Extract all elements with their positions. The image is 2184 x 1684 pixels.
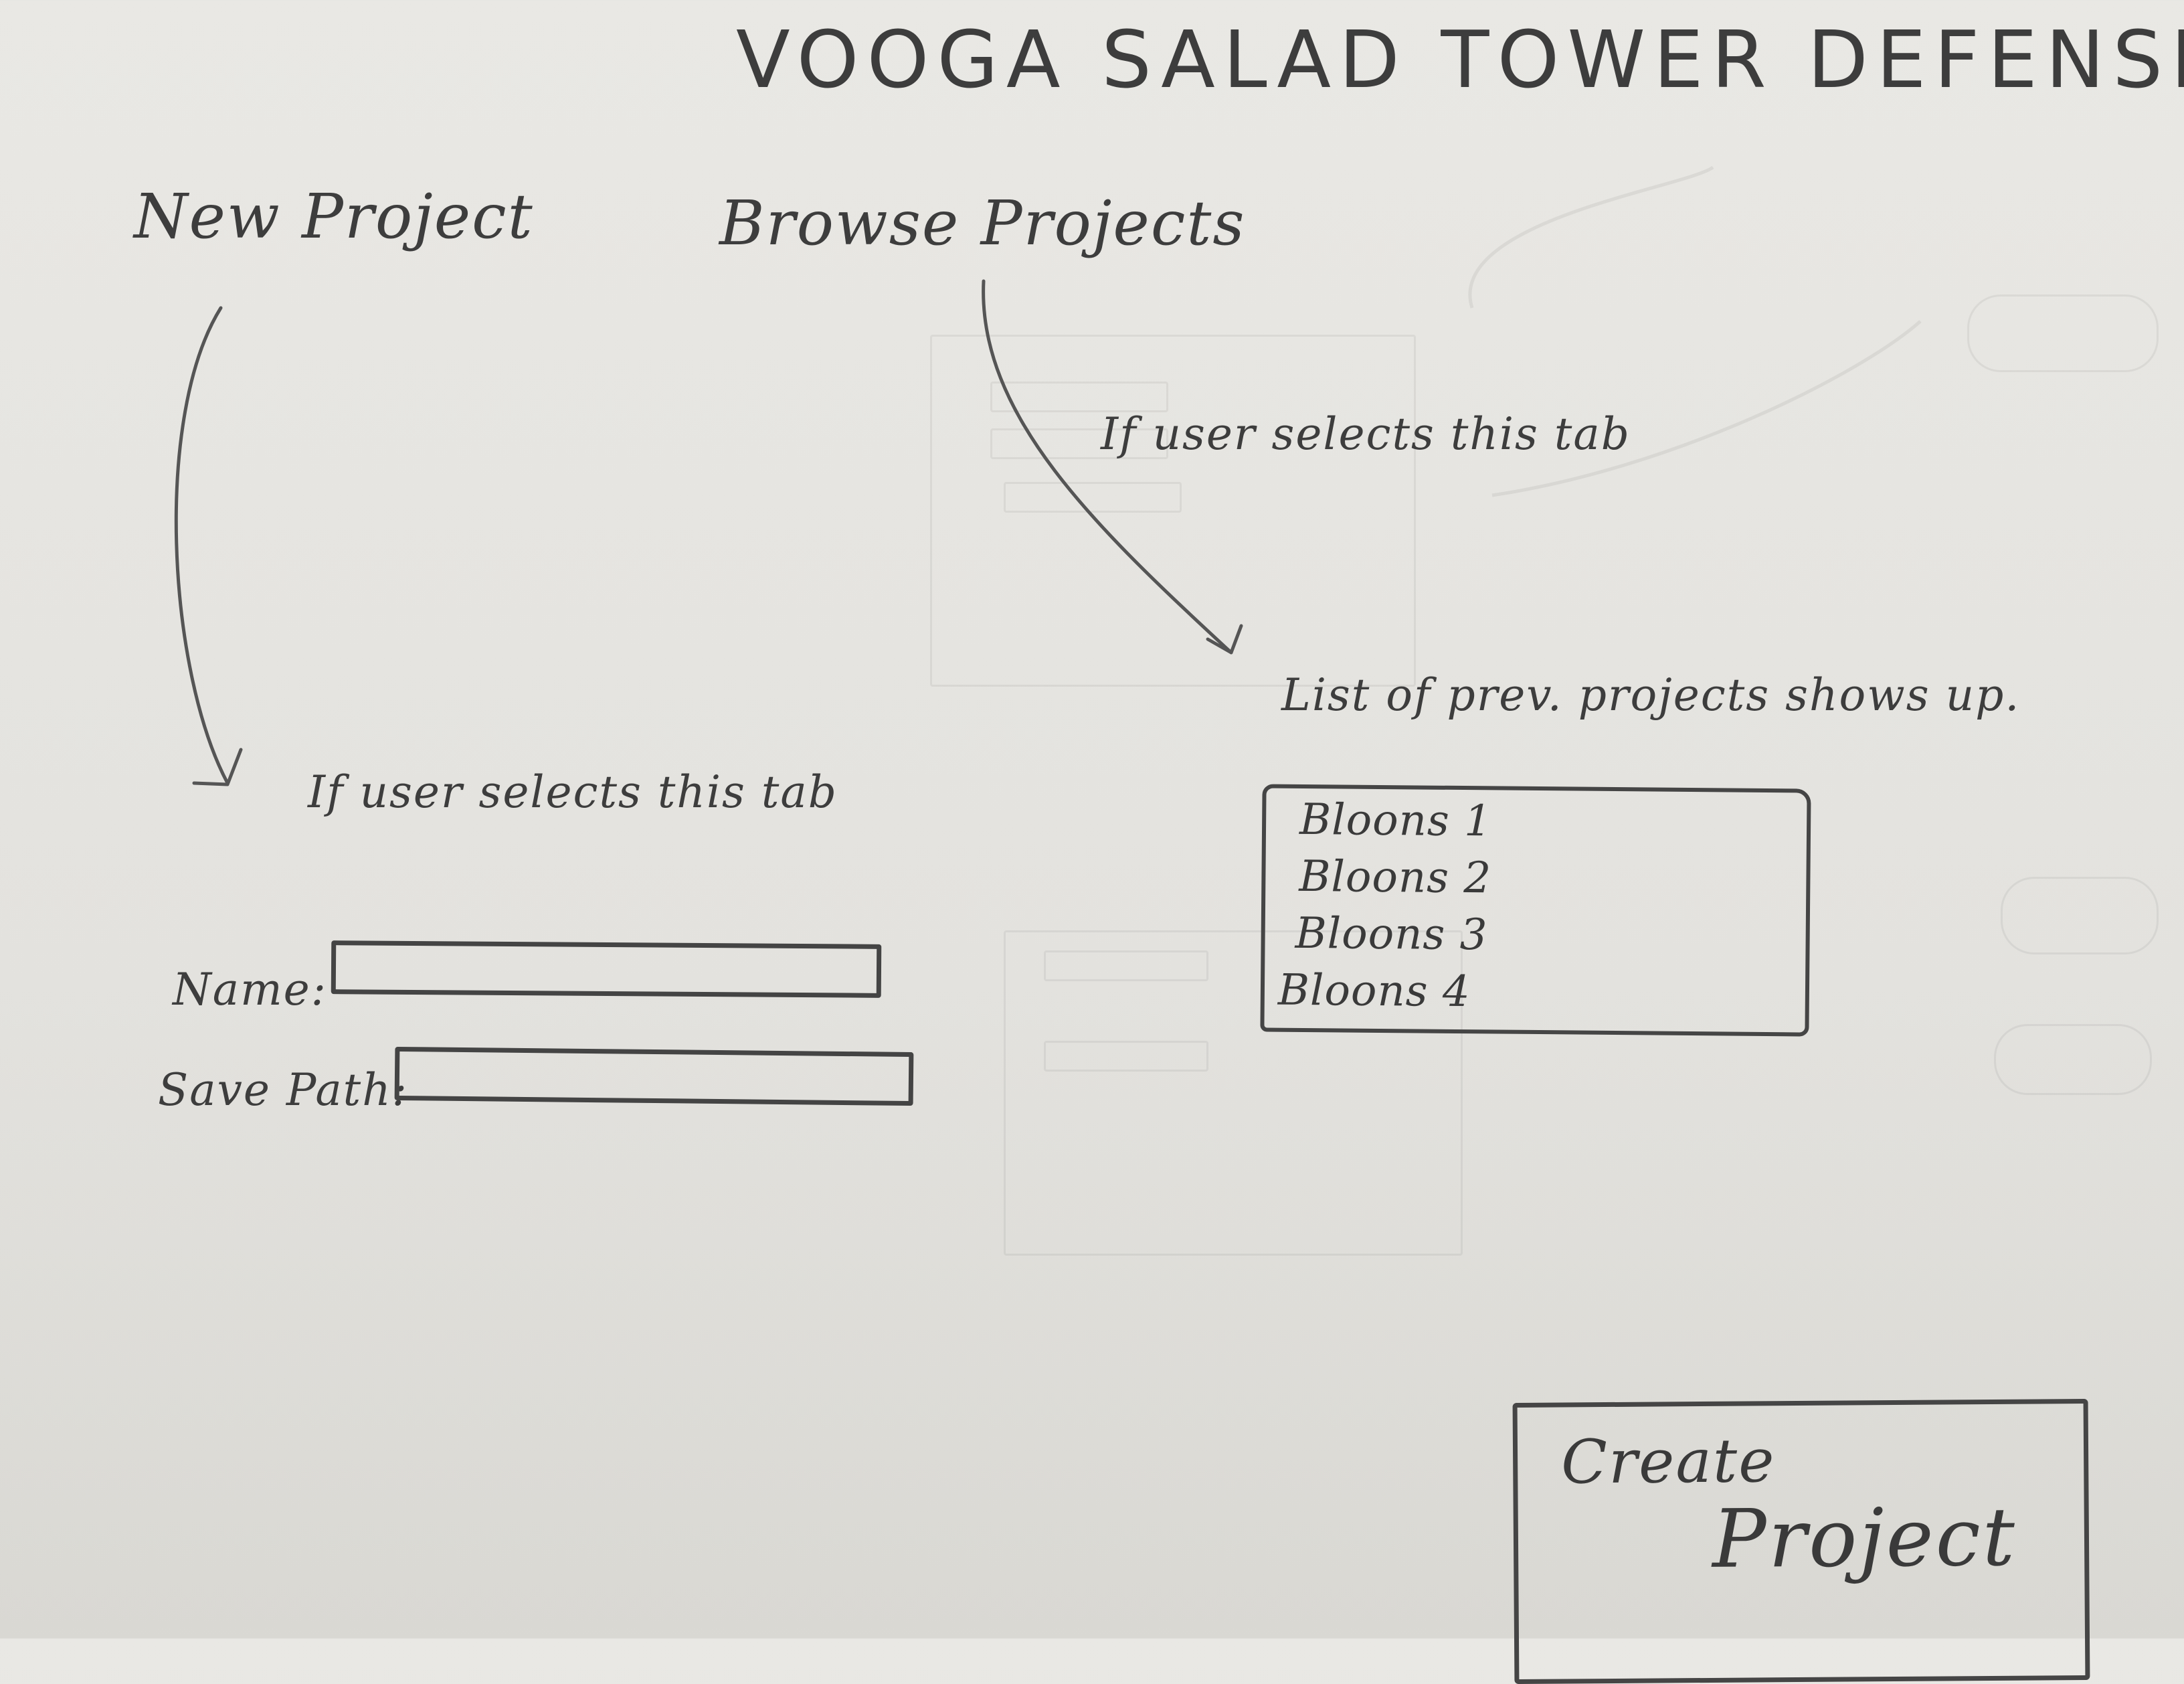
tab-new-project[interactable]: New Project: [134, 181, 534, 252]
note-new-tab: If user selects this tab: [308, 766, 838, 818]
previous-projects-list[interactable]: Bloons 1 Bloons 2 Bloons 3 Bloons 4: [1260, 784, 1811, 1037]
list-item[interactable]: Bloons 2: [1299, 851, 1492, 904]
ghost-mark: [1044, 1041, 1208, 1072]
sketch-arrows: [174, 165, 1922, 786]
ghost-mark: [1004, 482, 1182, 513]
tab-browse-projects[interactable]: Browse Projects: [719, 187, 1246, 259]
create-button-label-line1: Create: [1560, 1426, 1776, 1498]
note-browse-tab: If user selects this tab: [1101, 408, 1631, 460]
ghost-mark: [930, 335, 1416, 687]
list-item[interactable]: Bloons 1: [1299, 794, 1493, 847]
save-path-label: Save Path:: [158, 1064, 408, 1116]
ghost-mark: [2001, 877, 2159, 954]
create-project-button[interactable]: Create Project: [1512, 1399, 2090, 1684]
ghost-curve: [1491, 320, 1922, 497]
arrow-new-project: [174, 306, 230, 785]
ghost-mark: [990, 382, 1168, 412]
app-title: VOOGA SALAD TOWER DEFENSE: [736, 13, 2184, 106]
arrow-browse-projects: [982, 279, 1233, 655]
list-item[interactable]: Bloons 3: [1295, 908, 1488, 960]
list-item[interactable]: Bloons 4: [1277, 965, 1471, 1017]
ghost-curve: [1468, 165, 1714, 309]
sketch-page: VOOGA SALAD TOWER DEFENSE New Project Br…: [134, 13, 2184, 1684]
name-field[interactable]: [331, 940, 882, 998]
note-list-caption: List of prev. projects shows up.: [1281, 669, 2021, 721]
arrowhead-new-project: [192, 748, 243, 786]
save-path-field[interactable]: [394, 1046, 914, 1106]
ghost-mark: [1004, 930, 1463, 1256]
arrowhead-browse-projects: [1206, 624, 1243, 655]
ghost-mark: [1044, 950, 1208, 981]
ghost-mark: [1967, 294, 2159, 372]
name-label: Name:: [173, 964, 327, 1015]
ghost-mark: [990, 428, 1168, 459]
ghost-mark: [1994, 1024, 2152, 1095]
create-button-label-line2: Project: [1712, 1491, 2017, 1586]
